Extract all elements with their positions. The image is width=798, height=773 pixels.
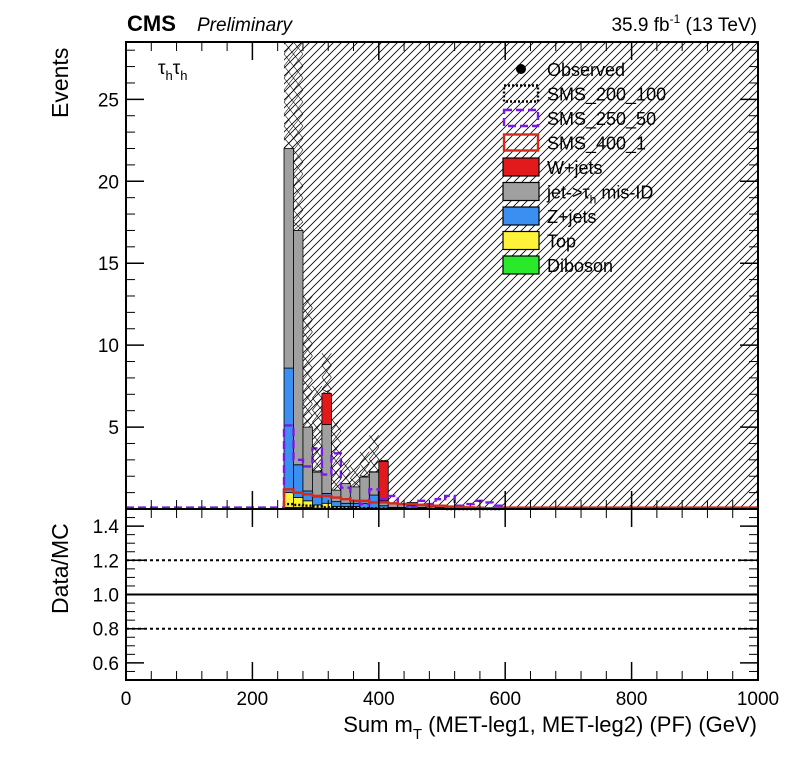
legend-swatch-sms_400_1 — [502, 133, 540, 152]
uncertainty-band-10 — [378, 459, 389, 462]
legend-entry-observed: Observed — [516, 60, 625, 80]
legend-label-diboson: Diboson — [547, 256, 613, 276]
legend-swatch-diboson — [502, 255, 540, 275]
status-label: Preliminary — [197, 15, 294, 36]
lumi-label: 35.9 fb-1 (13 TeV) — [611, 12, 757, 36]
x-tick-label: 0 — [121, 689, 132, 710]
legend: Observed SMS_200_100 SMS_250_50 SMS_400_1 W+… — [502, 60, 666, 276]
y-tick-label: 15 — [98, 254, 119, 275]
x-tick-label: 1000 — [737, 689, 779, 710]
legend-entry-diboson: Diboson — [502, 255, 613, 276]
uncertainty-band-3 — [312, 385, 323, 473]
main-x-ticks — [125, 42, 759, 509]
ratio-y-tick-label: 0.8 — [93, 620, 119, 641]
energy-label: (13 TeV) — [680, 15, 757, 36]
y-tick-label: 25 — [98, 90, 119, 111]
uncertainty-crosses — [283, 41, 389, 491]
lumi-value: 35.9 fb — [611, 15, 669, 36]
y-tick-label: 10 — [98, 336, 119, 357]
legend-label-sms_250_50: SMS_250_50 — [547, 109, 656, 130]
bar-jet-h-mis-id-4 — [321, 424, 332, 494]
legend-entry-top: Top — [502, 230, 576, 252]
main-y-label: Events — [47, 48, 73, 118]
legend-label-observed: Observed — [547, 60, 625, 80]
uncertainty-band-0 — [283, 41, 294, 149]
ratio-y-label: Data/MC — [47, 523, 73, 614]
legend-label-fakes: jet->τh mis-ID — [546, 183, 653, 207]
bar-z-jets-5 — [330, 501, 342, 507]
uncertainty-band-5 — [331, 418, 342, 491]
legend-label-wjets: W+jets — [547, 158, 603, 178]
ratio-y-ticks: 0.6 0.8 1.0 1.2 1.4 — [93, 517, 758, 675]
x-axis-label: Sum mT (MET-leg1, MET-leg2) (PF) (GeV) — [343, 712, 757, 743]
bar-jet-h-mis-id-5 — [330, 489, 342, 503]
x-tick-label: 600 — [489, 689, 521, 710]
uncertainty-band-1 — [293, 41, 304, 231]
legend-swatch-sms_250_50 — [502, 108, 540, 128]
legend-entry-sms_250_50: SMS_250_50 — [502, 108, 656, 130]
uncertainty-band-4 — [321, 353, 332, 394]
bar-jet-h-mis-id-11 — [387, 503, 399, 508]
bar-z-jets-7 — [349, 502, 361, 507]
signal-layer — [126, 424, 758, 511]
legend-entry-sms_400_1: SMS_400_1 — [502, 133, 646, 155]
ratio-x-ticks: 0 200 400 600 800 1000 — [121, 509, 779, 710]
uncertainty-band-6 — [340, 459, 351, 484]
uncertainty-band-7 — [350, 466, 361, 488]
main-plot: 5 10 15 20 25 Events τhτh Observed SMS_200_10… — [47, 41, 759, 511]
legend-entry-fakes: jet->τh mis-ID — [502, 181, 653, 207]
uncertainty-band-2 — [302, 295, 313, 428]
uncertainty-band-9 — [369, 435, 380, 473]
bar-z-jets-0 — [283, 367, 294, 494]
bar-w-jets-10 — [378, 461, 389, 502]
ratio-y-tick-label: 1.2 — [93, 551, 119, 572]
y-tick-label: 20 — [98, 172, 119, 193]
signal-sms-400-1 — [282, 488, 504, 510]
y-tick-label: 5 — [108, 418, 119, 439]
ratio-plot: 0.6 0.8 1.0 1.2 1.4 0 200 400 600 800 1000 Data/M… — [47, 508, 779, 743]
ratio-y-tick-label: 0.6 — [93, 654, 119, 675]
legend-swatch-sms_200_100 — [502, 84, 540, 103]
bar-z-jets-3 — [312, 496, 323, 506]
legend-label-zjets: Z+jets — [547, 207, 597, 227]
x-tick-label: 200 — [237, 689, 269, 710]
legend-label-sms_200_100: SMS_200_100 — [547, 85, 666, 106]
uncertainty-hatch — [284, 42, 758, 509]
bar-jet-h-mis-id-2 — [302, 426, 313, 492]
uncertainty-band-8 — [359, 451, 370, 478]
legend-entry-sms_200_100: SMS_200_100 — [502, 84, 666, 106]
legend-label-sms_400_1: SMS_400_1 — [547, 134, 646, 155]
x-tick-label: 800 — [616, 689, 648, 710]
legend-marker-observed — [516, 64, 526, 74]
experiment-label: CMS — [127, 11, 176, 36]
ratio-y-tick-label: 1.4 — [93, 517, 120, 538]
legend-swatch-top — [502, 230, 540, 251]
bar-top-4 — [321, 502, 332, 509]
bar-z-jets-2 — [302, 490, 313, 502]
bar-jet-h-mis-id-8 — [359, 476, 370, 504]
x-tick-label: 400 — [363, 689, 395, 710]
main-y-ticks: 5 10 15 20 25 — [98, 49, 758, 494]
lumi-exponent: -1 — [670, 12, 681, 26]
bar-jet-h-mis-id-1 — [293, 230, 304, 466]
bar-w-jets-4 — [321, 393, 332, 426]
channel-label: τhτh — [158, 58, 188, 83]
legend-swatch-wjets — [502, 157, 540, 177]
legend-entry-zjets: Z+jets — [502, 206, 597, 227]
bar-jet-h-mis-id-9 — [368, 471, 380, 496]
legend-swatch-zjets — [502, 206, 540, 226]
legend-label-top: Top — [547, 232, 576, 252]
bar-z-jets-6 — [340, 502, 351, 507]
legend-swatch-fakes — [502, 181, 540, 202]
bar-jet-h-mis-id-0 — [283, 148, 294, 369]
ratio-y-tick-label: 1.0 — [93, 586, 119, 607]
ratio-reference-lines — [126, 559, 758, 630]
bar-jet-h-mis-id-3 — [312, 471, 323, 498]
signal-sms-250-50 — [282, 424, 504, 509]
legend-entry-wjets: W+jets — [502, 157, 603, 178]
